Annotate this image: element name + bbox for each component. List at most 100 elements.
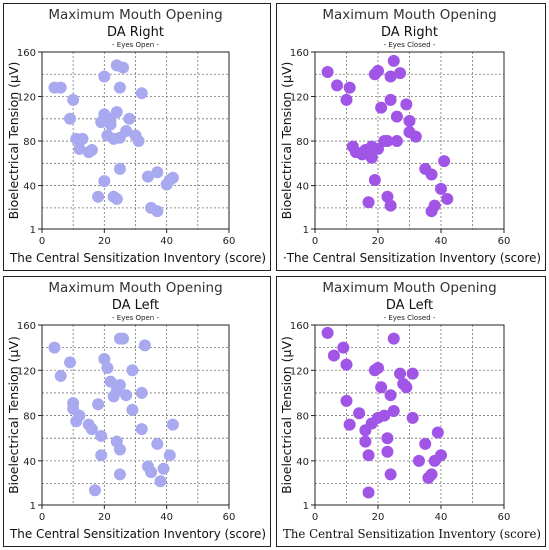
- data-point: [98, 175, 111, 188]
- data-point: [368, 174, 381, 187]
- data-point: [419, 437, 432, 450]
- data-point: [384, 199, 397, 212]
- data-point: [390, 110, 403, 123]
- y-tick-label: 160: [17, 321, 36, 332]
- data-point: [113, 468, 126, 481]
- data-point: [353, 407, 366, 420]
- data-point: [67, 93, 80, 106]
- data-point: [88, 484, 101, 497]
- y-axis-label: Bioelectrical Tension (µV): [279, 62, 294, 220]
- data-point: [54, 369, 67, 382]
- y-tick-label: 80: [296, 137, 309, 148]
- x-tick-label: 0: [312, 512, 318, 523]
- data-point: [387, 332, 400, 345]
- data-point: [104, 375, 117, 388]
- data-point: [431, 426, 444, 439]
- data-point: [321, 326, 334, 339]
- data-point: [400, 98, 413, 111]
- x-tick-label: 60: [223, 236, 236, 247]
- scatter-chart: Maximum Mouth Opening DA Left- Eyes Open …: [6, 280, 266, 541]
- data-point: [362, 449, 375, 462]
- x-tick-label: 20: [372, 236, 385, 247]
- data-point: [151, 166, 164, 179]
- y-axis-label: Bioelectrical Tension (µV): [6, 336, 21, 494]
- x-axis-label: The Central Sensitization Inventory (sco…: [283, 527, 541, 541]
- plot-area-frame: [314, 324, 505, 506]
- data-point: [384, 389, 397, 402]
- data-point: [384, 468, 397, 481]
- data-point: [138, 339, 151, 352]
- chart-condition-label: - Eyes Open -: [112, 314, 159, 322]
- y-tick-label: 160: [290, 321, 309, 332]
- x-tick-label: 20: [98, 512, 111, 523]
- data-point: [428, 199, 441, 212]
- data-point: [381, 445, 394, 458]
- data-point: [113, 81, 126, 94]
- scatter-chart: Maximum Mouth Opening DA Right- Eyes Clos…: [279, 7, 541, 265]
- data-point: [92, 190, 105, 203]
- x-tick-label: 0: [39, 512, 45, 523]
- data-point: [145, 466, 158, 479]
- y-tick-label: 1: [30, 501, 36, 512]
- data-point: [48, 341, 61, 354]
- x-tick-label: 20: [98, 236, 111, 247]
- data-point: [381, 135, 394, 148]
- scatter-chart: Maximum Mouth Opening DA Left- Eyes Close…: [279, 280, 541, 541]
- x-axis-label: The Central Sensitization Inventory (sco…: [9, 250, 266, 265]
- data-point: [394, 367, 407, 380]
- chart-title: Maximum Mouth Opening: [322, 7, 496, 23]
- data-point: [340, 394, 353, 407]
- data-point: [425, 168, 438, 181]
- data-point: [372, 362, 384, 375]
- chart-title: Maximum Mouth Opening: [48, 280, 222, 296]
- data-point: [85, 423, 98, 436]
- data-point: [359, 435, 372, 448]
- x-tick-label: 0: [39, 236, 45, 247]
- data-point: [73, 142, 86, 155]
- chart-subtitle: DA Left: [386, 298, 433, 313]
- data-point: [384, 93, 397, 106]
- data-point: [110, 192, 123, 205]
- data-point: [67, 397, 80, 410]
- y-tick-label: 120: [290, 366, 309, 377]
- data-point: [76, 132, 89, 145]
- y-tick-label: 120: [17, 93, 36, 104]
- data-point: [117, 61, 130, 74]
- data-point: [95, 429, 108, 442]
- chart-panel-da-right-eyes-open: Maximum Mouth Opening DA Right - Eyes Open…: [3, 3, 271, 271]
- data-point: [135, 87, 148, 100]
- data-point: [141, 170, 154, 183]
- chart-panel-da-left-eyes-open: Maximum Mouth Opening DA Left - Eyes Open …: [3, 276, 271, 547]
- y-tick-label: 1: [30, 225, 36, 236]
- data-point: [73, 409, 86, 422]
- x-tick-label: 40: [435, 236, 448, 247]
- data-point: [151, 437, 164, 450]
- data-point: [126, 364, 139, 377]
- data-point: [365, 151, 378, 164]
- data-point: [98, 70, 111, 83]
- plot-area-frame: [314, 51, 505, 230]
- data-point: [406, 367, 419, 380]
- y-tick-label: 120: [290, 93, 309, 104]
- y-tick-label: 1: [303, 225, 309, 236]
- chart-condition-label: - Eyes Closed -: [384, 41, 436, 49]
- y-tick-label: 40: [23, 457, 36, 468]
- x-tick-label: 40: [160, 236, 173, 247]
- data-point: [340, 93, 353, 106]
- chart-panel-da-left-eyes-closed: Maximum Mouth Opening DA Left - Eyes Close…: [276, 276, 546, 547]
- x-axis-label: ·The Central Sensitization Inventory (sc…: [283, 250, 541, 265]
- y-tick-label: 40: [23, 182, 36, 193]
- data-point: [387, 54, 400, 67]
- data-point: [343, 81, 356, 94]
- data-point: [151, 205, 164, 218]
- data-point: [375, 101, 388, 114]
- chart-condition-label: - Eyes Open -: [112, 41, 159, 49]
- data-point: [113, 443, 126, 456]
- data-point: [120, 389, 133, 402]
- data-point: [98, 352, 111, 365]
- data-point: [372, 64, 384, 77]
- data-point: [101, 362, 114, 375]
- data-point: [438, 155, 451, 168]
- plot-area-frame: [41, 51, 230, 230]
- data-point: [340, 358, 353, 371]
